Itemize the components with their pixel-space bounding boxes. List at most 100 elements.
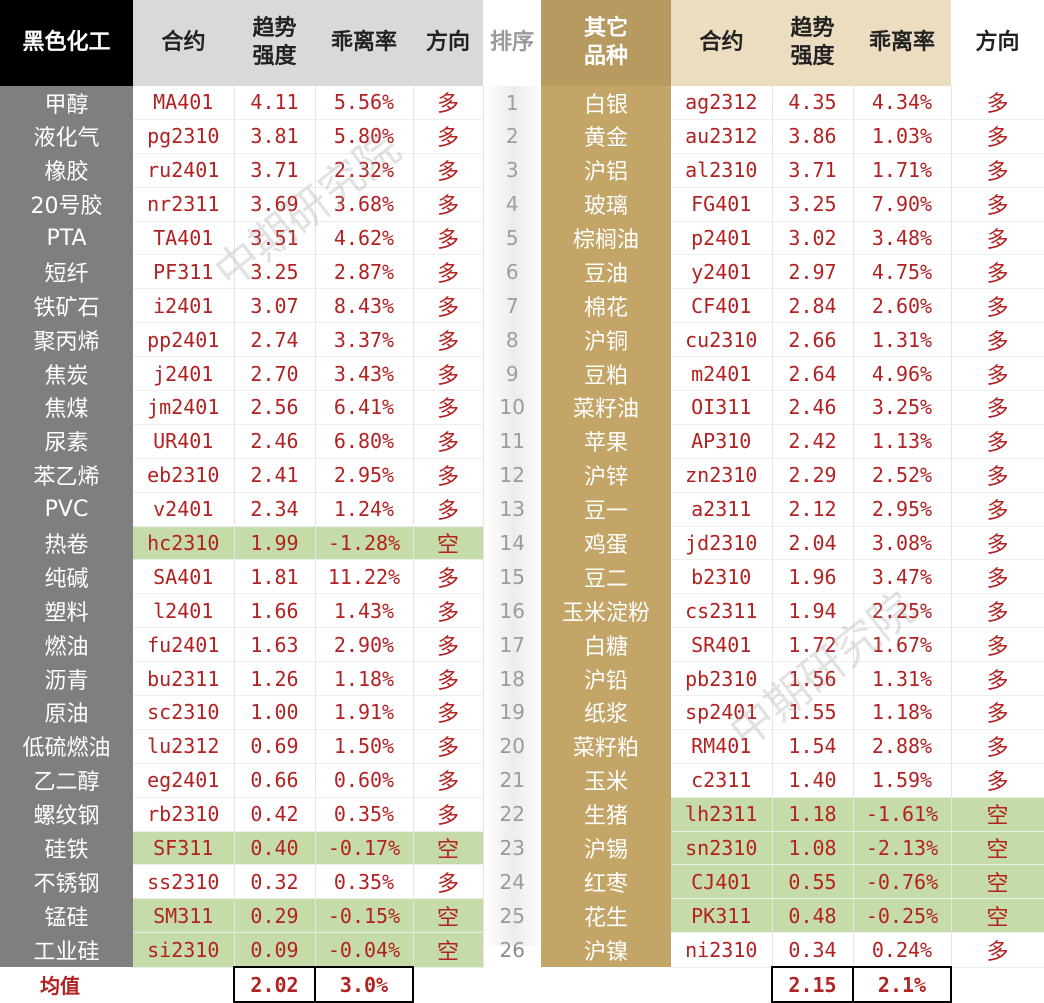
right-contract-cell: cs2311 bbox=[671, 593, 773, 629]
left-strength-cell: 1.66 bbox=[234, 593, 316, 629]
left-strength-cell: 2.34 bbox=[234, 492, 316, 527]
right-name-cell: 玉米 bbox=[541, 763, 671, 798]
right-deviation-cell: -0.25% bbox=[853, 898, 952, 934]
right-deviation-cell: 1.18% bbox=[853, 695, 952, 730]
right-contract-cell: CF401 bbox=[671, 288, 773, 324]
right-deviation-cell: -0.76% bbox=[853, 864, 952, 900]
table-row: 热卷 hc2310 1.99 -1.28% 空 14 鸡蛋 jd2310 2.04 3.08% 多 bbox=[0, 526, 1044, 561]
left-direction-cell: 多 bbox=[413, 797, 484, 832]
right-strength-cell: 2.64 bbox=[772, 356, 854, 392]
table-row: 不锈钢 ss2310 0.32 0.35% 多 24 红枣 CJ401 0.55 -0.76% 空 bbox=[0, 864, 1044, 900]
right-strength-cell: 2.42 bbox=[772, 424, 854, 459]
right-name-cell: 玉米淀粉 bbox=[541, 593, 671, 628]
rank-cell: 24 bbox=[483, 864, 541, 899]
strength-header-right-line1: 趋势 bbox=[790, 16, 835, 41]
left-deviation-cell: 1.18% bbox=[315, 661, 414, 697]
right-direction-cell: 多 bbox=[951, 187, 1044, 222]
table-row: 沥青 bu2311 1.26 1.18% 多 18 沪铅 pb2310 1.56 1.31% 多 bbox=[0, 661, 1044, 697]
right-name-cell: 沪铜 bbox=[541, 322, 671, 357]
right-strength-cell: 4.35 bbox=[772, 86, 854, 120]
strength-header: 趋势 强度 bbox=[234, 0, 315, 86]
right-strength-cell: 2.04 bbox=[772, 526, 854, 561]
table-row: 焦炭 j2401 2.70 3.43% 多 9 豆粕 m2401 2.64 4.96% 多 bbox=[0, 356, 1044, 392]
left-name-cell: 橡胶 bbox=[0, 153, 133, 188]
left-contract-cell: v2401 bbox=[133, 492, 235, 527]
right-name-cell: 沪铝 bbox=[541, 153, 671, 188]
left-strength-cell: 3.69 bbox=[234, 187, 316, 222]
footer-empty bbox=[951, 967, 1044, 1002]
right-direction-cell: 多 bbox=[951, 221, 1044, 256]
right-contract-cell: c2311 bbox=[671, 763, 773, 798]
rank-cell: 4 bbox=[483, 187, 541, 222]
left-contract-cell: SF311 bbox=[133, 831, 235, 866]
left-direction-cell: 多 bbox=[413, 187, 484, 222]
right-strength-cell: 1.54 bbox=[772, 729, 854, 764]
left-direction-cell: 多 bbox=[413, 458, 484, 493]
right-direction-cell: 多 bbox=[951, 119, 1044, 154]
table-row: 乙二醇 eg2401 0.66 0.60% 多 21 玉米 c2311 1.40 1.59% 多 bbox=[0, 763, 1044, 798]
left-contract-cell: bu2311 bbox=[133, 661, 235, 697]
right-direction-cell: 多 bbox=[951, 356, 1044, 392]
right-average-strength: 2.15 bbox=[771, 966, 854, 1003]
right-contract-cell: PK311 bbox=[671, 898, 773, 934]
right-deviation-cell: 2.25% bbox=[853, 593, 952, 629]
left-deviation-cell: 5.80% bbox=[315, 119, 414, 154]
left-name-cell: 燃油 bbox=[0, 627, 133, 662]
left-contract-cell: lu2312 bbox=[133, 729, 235, 764]
left-deviation-cell: 6.41% bbox=[315, 390, 414, 425]
left-direction-cell: 多 bbox=[413, 254, 484, 290]
right-deviation-cell: 3.47% bbox=[853, 559, 952, 595]
left-direction-cell: 空 bbox=[413, 831, 484, 866]
right-deviation-cell: 4.75% bbox=[853, 254, 952, 290]
right-strength-cell: 0.55 bbox=[772, 864, 854, 900]
right-direction-cell: 多 bbox=[951, 288, 1044, 324]
left-strength-cell: 3.51 bbox=[234, 221, 316, 256]
direction-header: 方向 bbox=[413, 0, 483, 86]
right-strength-cell: 2.97 bbox=[772, 254, 854, 290]
left-contract-cell: SA401 bbox=[133, 559, 235, 595]
left-deviation-cell: 11.22% bbox=[315, 559, 414, 595]
right-contract-cell: lh2311 bbox=[671, 797, 773, 832]
left-direction-cell: 多 bbox=[413, 661, 484, 697]
right-deviation-cell: 1.13% bbox=[853, 424, 952, 459]
rank-cell: 13 bbox=[483, 492, 541, 527]
right-contract-cell: ag2312 bbox=[671, 86, 773, 120]
right-direction-cell: 多 bbox=[951, 661, 1044, 697]
left-contract-cell: hc2310 bbox=[133, 526, 235, 561]
right-name-cell: 纸浆 bbox=[541, 695, 671, 730]
right-deviation-cell: 2.88% bbox=[853, 729, 952, 764]
left-direction-cell: 多 bbox=[413, 153, 484, 188]
right-strength-cell: 2.29 bbox=[772, 458, 854, 493]
left-deviation-cell: 2.32% bbox=[315, 153, 414, 188]
rank-cell: 15 bbox=[483, 559, 541, 594]
left-contract-cell: PF311 bbox=[133, 254, 235, 290]
deviation-header-right: 乖离率 bbox=[853, 0, 951, 86]
right-strength-cell: 3.71 bbox=[772, 153, 854, 188]
rank-cell: 9 bbox=[483, 356, 541, 391]
left-contract-cell: ss2310 bbox=[133, 864, 235, 900]
rank-cell: 23 bbox=[483, 831, 541, 865]
left-strength-cell: 1.63 bbox=[234, 627, 316, 663]
right-contract-cell: y2401 bbox=[671, 254, 773, 290]
left-deviation-cell: 1.91% bbox=[315, 695, 414, 730]
rank-cell: 25 bbox=[483, 898, 541, 933]
rank-cell: 3 bbox=[483, 153, 541, 188]
table-row: 尿素 UR401 2.46 6.80% 多 11 苹果 AP310 2.42 1.13% 多 bbox=[0, 424, 1044, 459]
left-strength-cell: 1.99 bbox=[234, 526, 316, 561]
right-name-cell: 菜籽粕 bbox=[541, 729, 671, 764]
left-contract-cell: j2401 bbox=[133, 356, 235, 392]
right-contract-cell: sn2310 bbox=[671, 831, 773, 866]
direction-header-right: 方向 bbox=[951, 0, 1044, 86]
left-name-cell: 铁矿石 bbox=[0, 288, 133, 323]
left-strength-cell: 0.40 bbox=[234, 831, 316, 866]
table-row: 聚丙烯 pp2401 2.74 3.37% 多 8 沪铜 cu2310 2.66 1.31% 多 bbox=[0, 322, 1044, 358]
left-name-cell: 塑料 bbox=[0, 593, 133, 628]
right-contract-cell: al2310 bbox=[671, 153, 773, 188]
left-average-strength: 2.02 bbox=[233, 966, 316, 1003]
right-name-cell: 豆粕 bbox=[541, 356, 671, 391]
left-deviation-cell: 0.60% bbox=[315, 763, 414, 798]
right-direction-cell: 多 bbox=[951, 322, 1044, 358]
rank-cell: 26 bbox=[483, 932, 541, 968]
left-direction-cell: 多 bbox=[413, 593, 484, 629]
right-direction-cell: 多 bbox=[951, 526, 1044, 561]
